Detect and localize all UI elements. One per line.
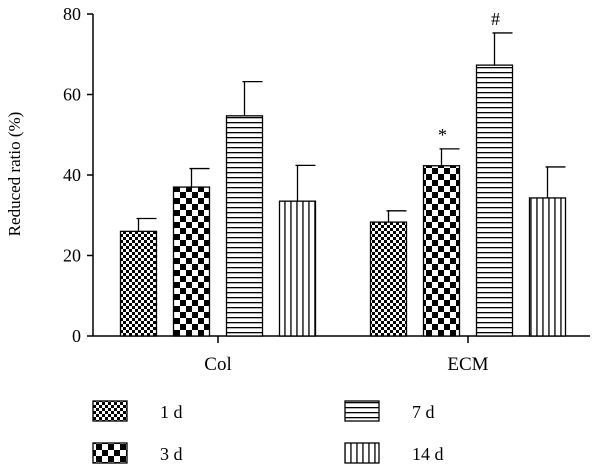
x-tick-label: ECM [447, 354, 488, 375]
bar [422, 165, 461, 337]
bar [172, 186, 211, 337]
bar [119, 230, 158, 337]
legend-label: 3 d [160, 444, 183, 464]
y-tick-label: 80 [63, 4, 81, 24]
y-tick-label: 60 [63, 85, 81, 105]
legend-swatch [92, 400, 128, 422]
y-tick-label: 40 [63, 165, 81, 185]
legend-swatch [344, 400, 380, 422]
legend-swatch [344, 442, 380, 464]
bar [225, 115, 264, 337]
legend-label: 1 d [160, 402, 183, 422]
x-tick-label: Col [204, 354, 231, 375]
legend-label: 14 d [412, 444, 444, 464]
legend: 1 d 3 d 7 d 14 d [92, 400, 444, 464]
bar [475, 64, 514, 337]
significance-marker: # [491, 9, 500, 29]
significance-marker: * [438, 125, 447, 145]
bar [369, 221, 408, 337]
legend-swatch [92, 442, 128, 464]
y-axis-title: Reduced ratio (%) [5, 112, 24, 237]
y-tick-label: 0 [72, 326, 81, 346]
y-tick-label: 20 [63, 246, 81, 266]
bar [278, 200, 317, 337]
bar [528, 197, 567, 337]
legend-label: 7 d [412, 402, 435, 422]
bars-group: *# [119, 9, 567, 337]
